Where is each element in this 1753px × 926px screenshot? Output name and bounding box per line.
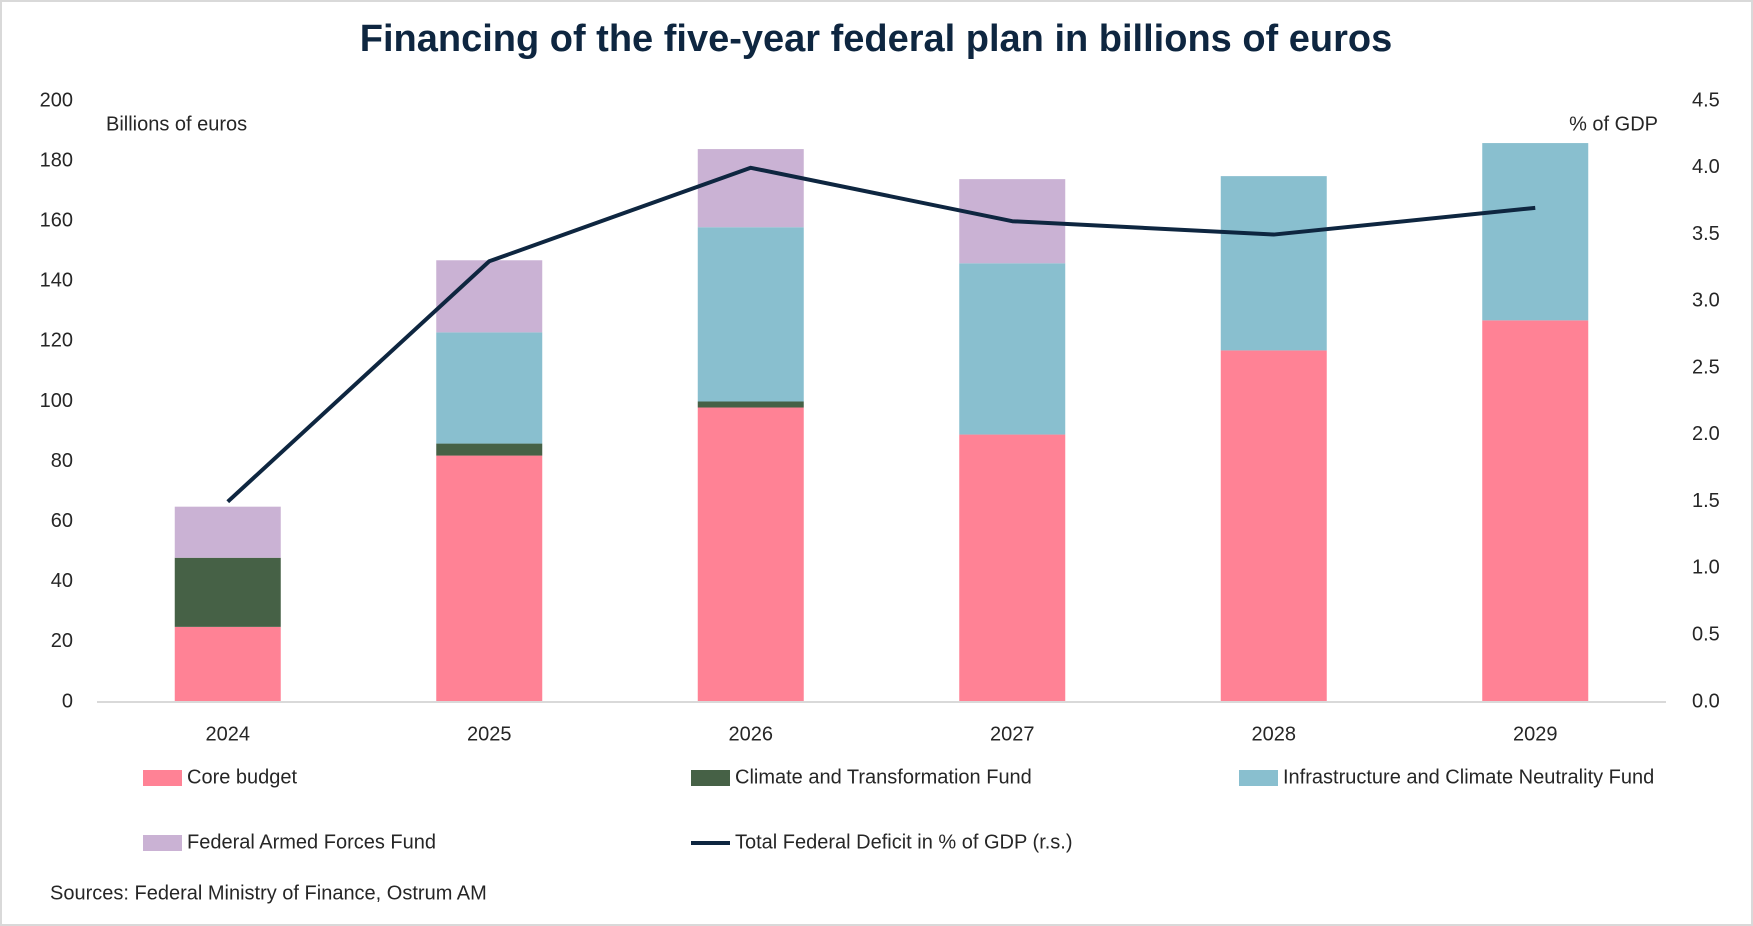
y2-tick-label: 2.0 [1692, 423, 1720, 445]
y2-tick-label: 1.5 [1692, 490, 1720, 512]
bar-segment [436, 332, 543, 444]
legend-swatch [143, 835, 182, 851]
legend-swatch [1239, 770, 1278, 786]
bar-segment [959, 263, 1066, 435]
y-tick-label: 80 [51, 450, 73, 472]
legend-swatch [691, 770, 730, 786]
bar-segment [174, 626, 281, 702]
y2-axis-label: % of GDP [1569, 113, 1658, 135]
y2-tick-label: 0.5 [1692, 624, 1720, 646]
y2-tick-label: 2.5 [1692, 356, 1720, 378]
x-tick-label: 2026 [729, 723, 774, 745]
bar-segment [1220, 176, 1327, 351]
y2-tick-label: 4.5 [1692, 89, 1720, 111]
y-axis-label: Billions of euros [106, 113, 247, 135]
x-tick-label: 2027 [990, 723, 1035, 745]
bar-segment [697, 401, 804, 408]
bar-segment [1482, 143, 1589, 321]
bar-segment [1482, 320, 1589, 702]
y-tick-label: 20 [51, 630, 73, 652]
legend-label: Federal Armed Forces Fund [187, 831, 436, 853]
bar-segment [436, 455, 543, 702]
bar-segment [697, 227, 804, 402]
legend-label: Infrastructure and Climate Neutrality Fu… [1283, 766, 1654, 788]
y-tick-label: 100 [40, 390, 73, 412]
y-tick-label: 60 [51, 510, 73, 532]
y-tick-label: 180 [40, 149, 73, 171]
x-tick-label: 2025 [467, 723, 512, 745]
legend-swatch [143, 770, 182, 786]
bar-segment [1220, 350, 1327, 702]
y2-tick-label: 1.0 [1692, 557, 1720, 579]
legend-label: Core budget [187, 766, 298, 788]
line-series [226, 165, 1536, 504]
y-tick-label: 200 [40, 89, 73, 111]
x-tick-label: 2029 [1513, 723, 1558, 745]
legend-label: Climate and Transformation Fund [735, 766, 1032, 788]
bar-segment [174, 557, 281, 627]
bar-segment [174, 506, 281, 558]
y-tick-label: 140 [40, 270, 73, 292]
y2-tick-label: 3.5 [1692, 223, 1720, 245]
bar-segment [697, 407, 804, 702]
y-tick-label: 0 [62, 690, 73, 712]
bar-segment [436, 443, 543, 456]
y-tick-label: 160 [40, 209, 73, 231]
y-tick-label: 120 [40, 330, 73, 352]
source: Sources: Federal Ministry of Finance, Os… [50, 882, 487, 904]
y2-tick-label: 3.0 [1692, 290, 1720, 312]
chart-title: Financing of the five-year federal plan … [360, 18, 1393, 60]
y-tick-label: 40 [51, 570, 73, 592]
bar-segment [959, 434, 1066, 702]
bar-segment [697, 149, 804, 228]
y2-tick-label: 0.0 [1692, 690, 1720, 712]
x-tick-label: 2028 [1252, 723, 1297, 745]
y2-tick-label: 4.0 [1692, 156, 1720, 178]
legend-label: Total Federal Deficit in % of GDP (r.s.) [735, 831, 1073, 853]
x-tick-label: 2024 [206, 723, 251, 745]
